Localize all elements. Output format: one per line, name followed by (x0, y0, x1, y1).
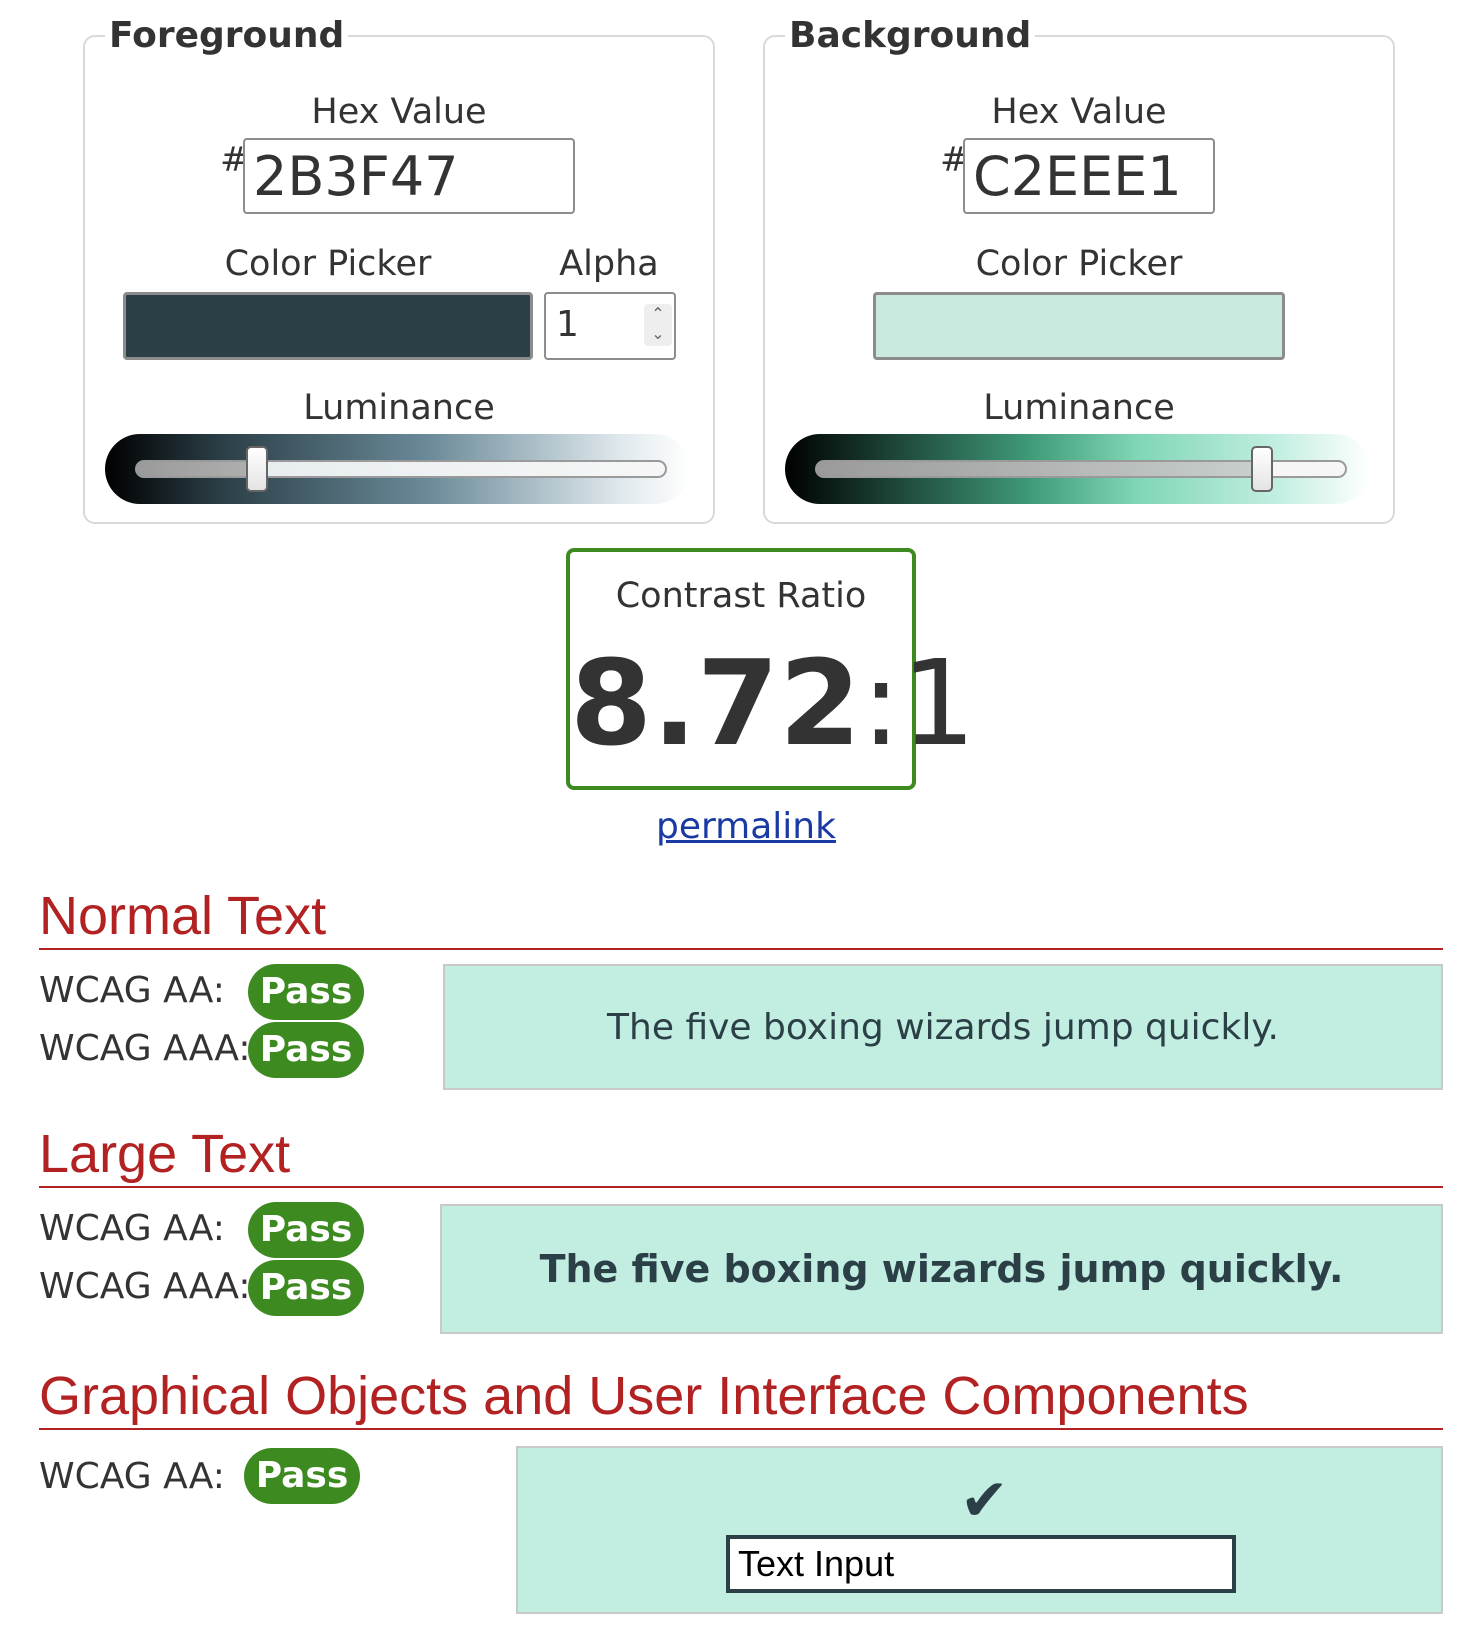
graphical-objects-heading: Graphical Objects and User Interface Com… (39, 1364, 1443, 1430)
background-picker-label: Color Picker (975, 244, 1183, 284)
contrast-ratio-box: Contrast Ratio 8.72:1 (566, 548, 976, 790)
normal-aa-label: WCAG AA: (39, 970, 225, 1011)
foreground-luminance-label: Luminance (303, 388, 495, 428)
large-text-sample-text: The five boxing wizards jump quickly. (539, 1247, 1344, 1291)
background-luminance-slider[interactable] (785, 434, 1370, 504)
large-aaa-label: WCAG AAA: (39, 1266, 251, 1307)
large-aa-label: WCAG AA: (39, 1208, 225, 1249)
foreground-alpha-value: 1 (556, 304, 579, 345)
normal-text-sample: The five boxing wizards jump quickly. (443, 964, 1443, 1090)
foreground-color-swatch[interactable] (123, 292, 533, 360)
normal-aaa-status-badge: Pass (248, 1022, 364, 1078)
foreground-alpha-stepper[interactable]: 1 ⌃ ⌄ (544, 292, 676, 360)
normal-aaa-label: WCAG AAA: (39, 1028, 251, 1069)
background-luminance-label: Luminance (983, 388, 1175, 428)
permalink-link[interactable]: permalink (656, 806, 836, 847)
contrast-ratio-value: 8.72:1 (570, 638, 976, 768)
background-color-swatch[interactable] (873, 292, 1285, 360)
sample-text-input[interactable]: Text Input (726, 1535, 1236, 1593)
background-hex-label: Hex Value (991, 92, 1167, 132)
background-luminance-thumb[interactable] (1250, 446, 1273, 492)
normal-text-sample-text: The five boxing wizards jump quickly. (607, 1006, 1279, 1048)
normal-aa-status-badge: Pass (248, 964, 364, 1020)
background-panel: Background (763, 14, 1395, 524)
foreground-panel: Foreground (83, 14, 715, 524)
normal-text-heading: Normal Text (39, 884, 1443, 950)
large-aaa-status-badge: Pass (248, 1260, 364, 1316)
spinner-arrows-icon[interactable]: ⌃ ⌄ (644, 304, 672, 346)
checkmark-icon: ✔ (960, 1466, 1009, 1534)
graphical-aa-label: WCAG AA: (39, 1456, 225, 1497)
large-aa-status-badge: Pass (248, 1202, 364, 1258)
foreground-luminance-rail (135, 460, 667, 478)
background-hex-input[interactable] (963, 138, 1215, 214)
large-text-heading: Large Text (39, 1122, 1443, 1188)
foreground-hex-input[interactable] (243, 138, 575, 214)
foreground-alpha-label: Alpha (559, 244, 659, 284)
contrast-ratio-number: 8.72 (570, 634, 862, 772)
foreground-picker-label: Color Picker (224, 244, 432, 284)
contrast-ratio-label: Contrast Ratio (615, 576, 867, 616)
large-text-sample: The five boxing wizards jump quickly. (440, 1204, 1443, 1334)
background-luminance-rail (815, 460, 1347, 478)
foreground-luminance-thumb[interactable] (246, 446, 269, 492)
graphical-aa-status-badge: Pass (244, 1448, 360, 1504)
background-legend: Background (789, 15, 1032, 56)
foreground-hex-label: Hex Value (311, 92, 487, 132)
foreground-luminance-slider[interactable] (105, 434, 690, 504)
contrast-ratio-suffix: :1 (861, 634, 976, 772)
foreground-legend: Foreground (109, 15, 345, 56)
